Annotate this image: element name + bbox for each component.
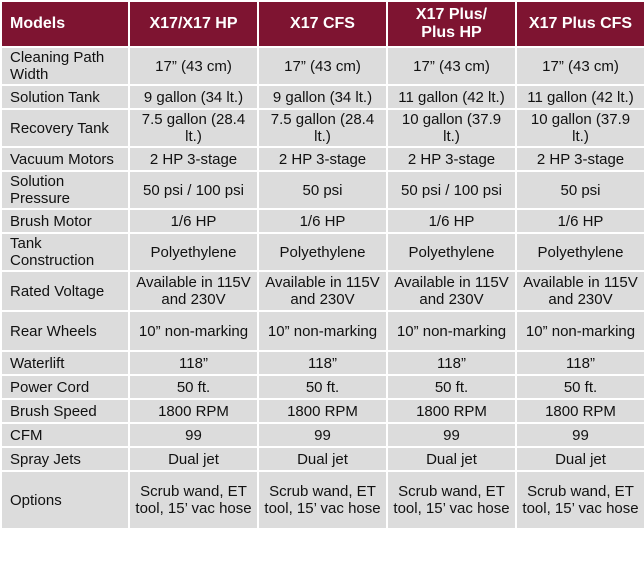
row-label: Options bbox=[2, 472, 128, 528]
table-cell: 17” (43 cm) bbox=[130, 48, 257, 84]
table-cell: Polyethylene bbox=[259, 234, 386, 270]
table-cell: 9 gallon (34 lt.) bbox=[130, 86, 257, 108]
table-cell: 1/6 HP bbox=[388, 210, 515, 232]
table-row: Solution Pressure 50 psi / 100 psi 50 ps… bbox=[2, 172, 644, 208]
row-label: Rated Voltage bbox=[2, 272, 128, 310]
table-cell: 9 gallon (34 lt.) bbox=[259, 86, 386, 108]
table-cell: 99 bbox=[388, 424, 515, 446]
table-cell: 10” non-marking bbox=[259, 312, 386, 350]
table-row: Cleaning Path Width 17” (43 cm) 17” (43 … bbox=[2, 48, 644, 84]
table-cell: 1/6 HP bbox=[130, 210, 257, 232]
table-cell: 118” bbox=[259, 352, 386, 374]
row-label: Brush Motor bbox=[2, 210, 128, 232]
row-label: Recovery Tank bbox=[2, 110, 128, 146]
table-row: CFM 99 99 99 99 bbox=[2, 424, 644, 446]
table-cell: 2 HP 3-stage bbox=[517, 148, 644, 170]
table-cell: 50 psi / 100 psi bbox=[388, 172, 515, 208]
table-cell: Polyethylene bbox=[130, 234, 257, 270]
row-label: Power Cord bbox=[2, 376, 128, 398]
table-cell: 1/6 HP bbox=[517, 210, 644, 232]
spec-table: Models X17/X17 HP X17 CFS X17 Plus/Plus … bbox=[2, 2, 644, 528]
header-model-x17-plus: X17 Plus/Plus HP bbox=[388, 2, 515, 46]
table-cell: 1/6 HP bbox=[259, 210, 386, 232]
row-label: Waterlift bbox=[2, 352, 128, 374]
table-row: Power Cord 50 ft. 50 ft. 50 ft. 50 ft. bbox=[2, 376, 644, 398]
table-cell: 10” non-marking bbox=[388, 312, 515, 350]
header-model-x17: X17/X17 HP bbox=[130, 2, 257, 46]
row-label: Cleaning Path Width bbox=[2, 48, 128, 84]
table-cell: 10” non-marking bbox=[130, 312, 257, 350]
row-label: Solution Tank bbox=[2, 86, 128, 108]
table-row: Brush Speed 1800 RPM 1800 RPM 1800 RPM 1… bbox=[2, 400, 644, 422]
table-cell: 99 bbox=[130, 424, 257, 446]
table-cell: 11 gallon (42 lt.) bbox=[388, 86, 515, 108]
header-model-x17-plus-cfs: X17 Plus CFS bbox=[517, 2, 644, 46]
table-cell: Available in 115V and 230V bbox=[130, 272, 257, 310]
row-label: Vacuum Motors bbox=[2, 148, 128, 170]
table-cell: Scrub wand, ET tool, 15’ vac hose bbox=[259, 472, 386, 528]
table-cell: 2 HP 3-stage bbox=[259, 148, 386, 170]
table-cell: Scrub wand, ET tool, 15’ vac hose bbox=[517, 472, 644, 528]
table-cell: 17” (43 cm) bbox=[517, 48, 644, 84]
table-cell: 2 HP 3-stage bbox=[388, 148, 515, 170]
row-label: Brush Speed bbox=[2, 400, 128, 422]
table-cell: 50 ft. bbox=[388, 376, 515, 398]
table-cell: Dual jet bbox=[388, 448, 515, 470]
table-row: Options Scrub wand, ET tool, 15’ vac hos… bbox=[2, 472, 644, 528]
table-cell: Available in 115V and 230V bbox=[259, 272, 386, 310]
table-cell: Scrub wand, ET tool, 15’ vac hose bbox=[388, 472, 515, 528]
row-label: Tank Construction bbox=[2, 234, 128, 270]
table-row: Tank Construction Polyethylene Polyethyl… bbox=[2, 234, 644, 270]
table-cell: 99 bbox=[259, 424, 386, 446]
row-label: Solution Pressure bbox=[2, 172, 128, 208]
table-cell: 118” bbox=[517, 352, 644, 374]
table-cell: 2 HP 3-stage bbox=[130, 148, 257, 170]
table-cell: 99 bbox=[517, 424, 644, 446]
table-cell: Scrub wand, ET tool, 15’ vac hose bbox=[130, 472, 257, 528]
table-cell: 11 gallon (42 lt.) bbox=[517, 86, 644, 108]
table-row: Brush Motor 1/6 HP 1/6 HP 1/6 HP 1/6 HP bbox=[2, 210, 644, 232]
header-model-x17-cfs: X17 CFS bbox=[259, 2, 386, 46]
table-cell: 50 ft. bbox=[259, 376, 386, 398]
table-cell: 10” non-marking bbox=[517, 312, 644, 350]
table-cell: Polyethylene bbox=[517, 234, 644, 270]
table-cell: Available in 115V and 230V bbox=[517, 272, 644, 310]
table-row: Rated Voltage Available in 115V and 230V… bbox=[2, 272, 644, 310]
row-label: Spray Jets bbox=[2, 448, 128, 470]
table-cell: 50 ft. bbox=[517, 376, 644, 398]
table-row: Vacuum Motors 2 HP 3-stage 2 HP 3-stage … bbox=[2, 148, 644, 170]
table-cell: 118” bbox=[388, 352, 515, 374]
table-cell: 7.5 gallon (28.4 lt.) bbox=[259, 110, 386, 146]
table-cell: 50 psi / 100 psi bbox=[130, 172, 257, 208]
table-row: Spray Jets Dual jet Dual jet Dual jet Du… bbox=[2, 448, 644, 470]
table-cell: 50 psi bbox=[517, 172, 644, 208]
table-cell: 50 psi bbox=[259, 172, 386, 208]
table-row: Solution Tank 9 gallon (34 lt.) 9 gallon… bbox=[2, 86, 644, 108]
table-cell: 7.5 gallon (28.4 lt.) bbox=[130, 110, 257, 146]
header-row: Models X17/X17 HP X17 CFS X17 Plus/Plus … bbox=[2, 2, 644, 46]
header-models: Models bbox=[2, 2, 128, 46]
table-cell: Polyethylene bbox=[388, 234, 515, 270]
table-row: Waterlift 118” 118” 118” 118” bbox=[2, 352, 644, 374]
table-cell: 1800 RPM bbox=[130, 400, 257, 422]
table-cell: 17” (43 cm) bbox=[388, 48, 515, 84]
table-cell: Dual jet bbox=[259, 448, 386, 470]
row-label: Rear Wheels bbox=[2, 312, 128, 350]
table-cell: 118” bbox=[130, 352, 257, 374]
table-cell: 10 gallon (37.9 lt.) bbox=[388, 110, 515, 146]
table-cell: 1800 RPM bbox=[388, 400, 515, 422]
table-row: Recovery Tank 7.5 gallon (28.4 lt.) 7.5 … bbox=[2, 110, 644, 146]
table-cell: 50 ft. bbox=[130, 376, 257, 398]
row-label: CFM bbox=[2, 424, 128, 446]
table-cell: 10 gallon (37.9 lt.) bbox=[517, 110, 644, 146]
table-cell: 17” (43 cm) bbox=[259, 48, 386, 84]
table-cell: Dual jet bbox=[517, 448, 644, 470]
table-cell: 1800 RPM bbox=[259, 400, 386, 422]
table-row: Rear Wheels 10” non-marking 10” non-mark… bbox=[2, 312, 644, 350]
table-cell: 1800 RPM bbox=[517, 400, 644, 422]
table-cell: Available in 115V and 230V bbox=[388, 272, 515, 310]
table-cell: Dual jet bbox=[130, 448, 257, 470]
